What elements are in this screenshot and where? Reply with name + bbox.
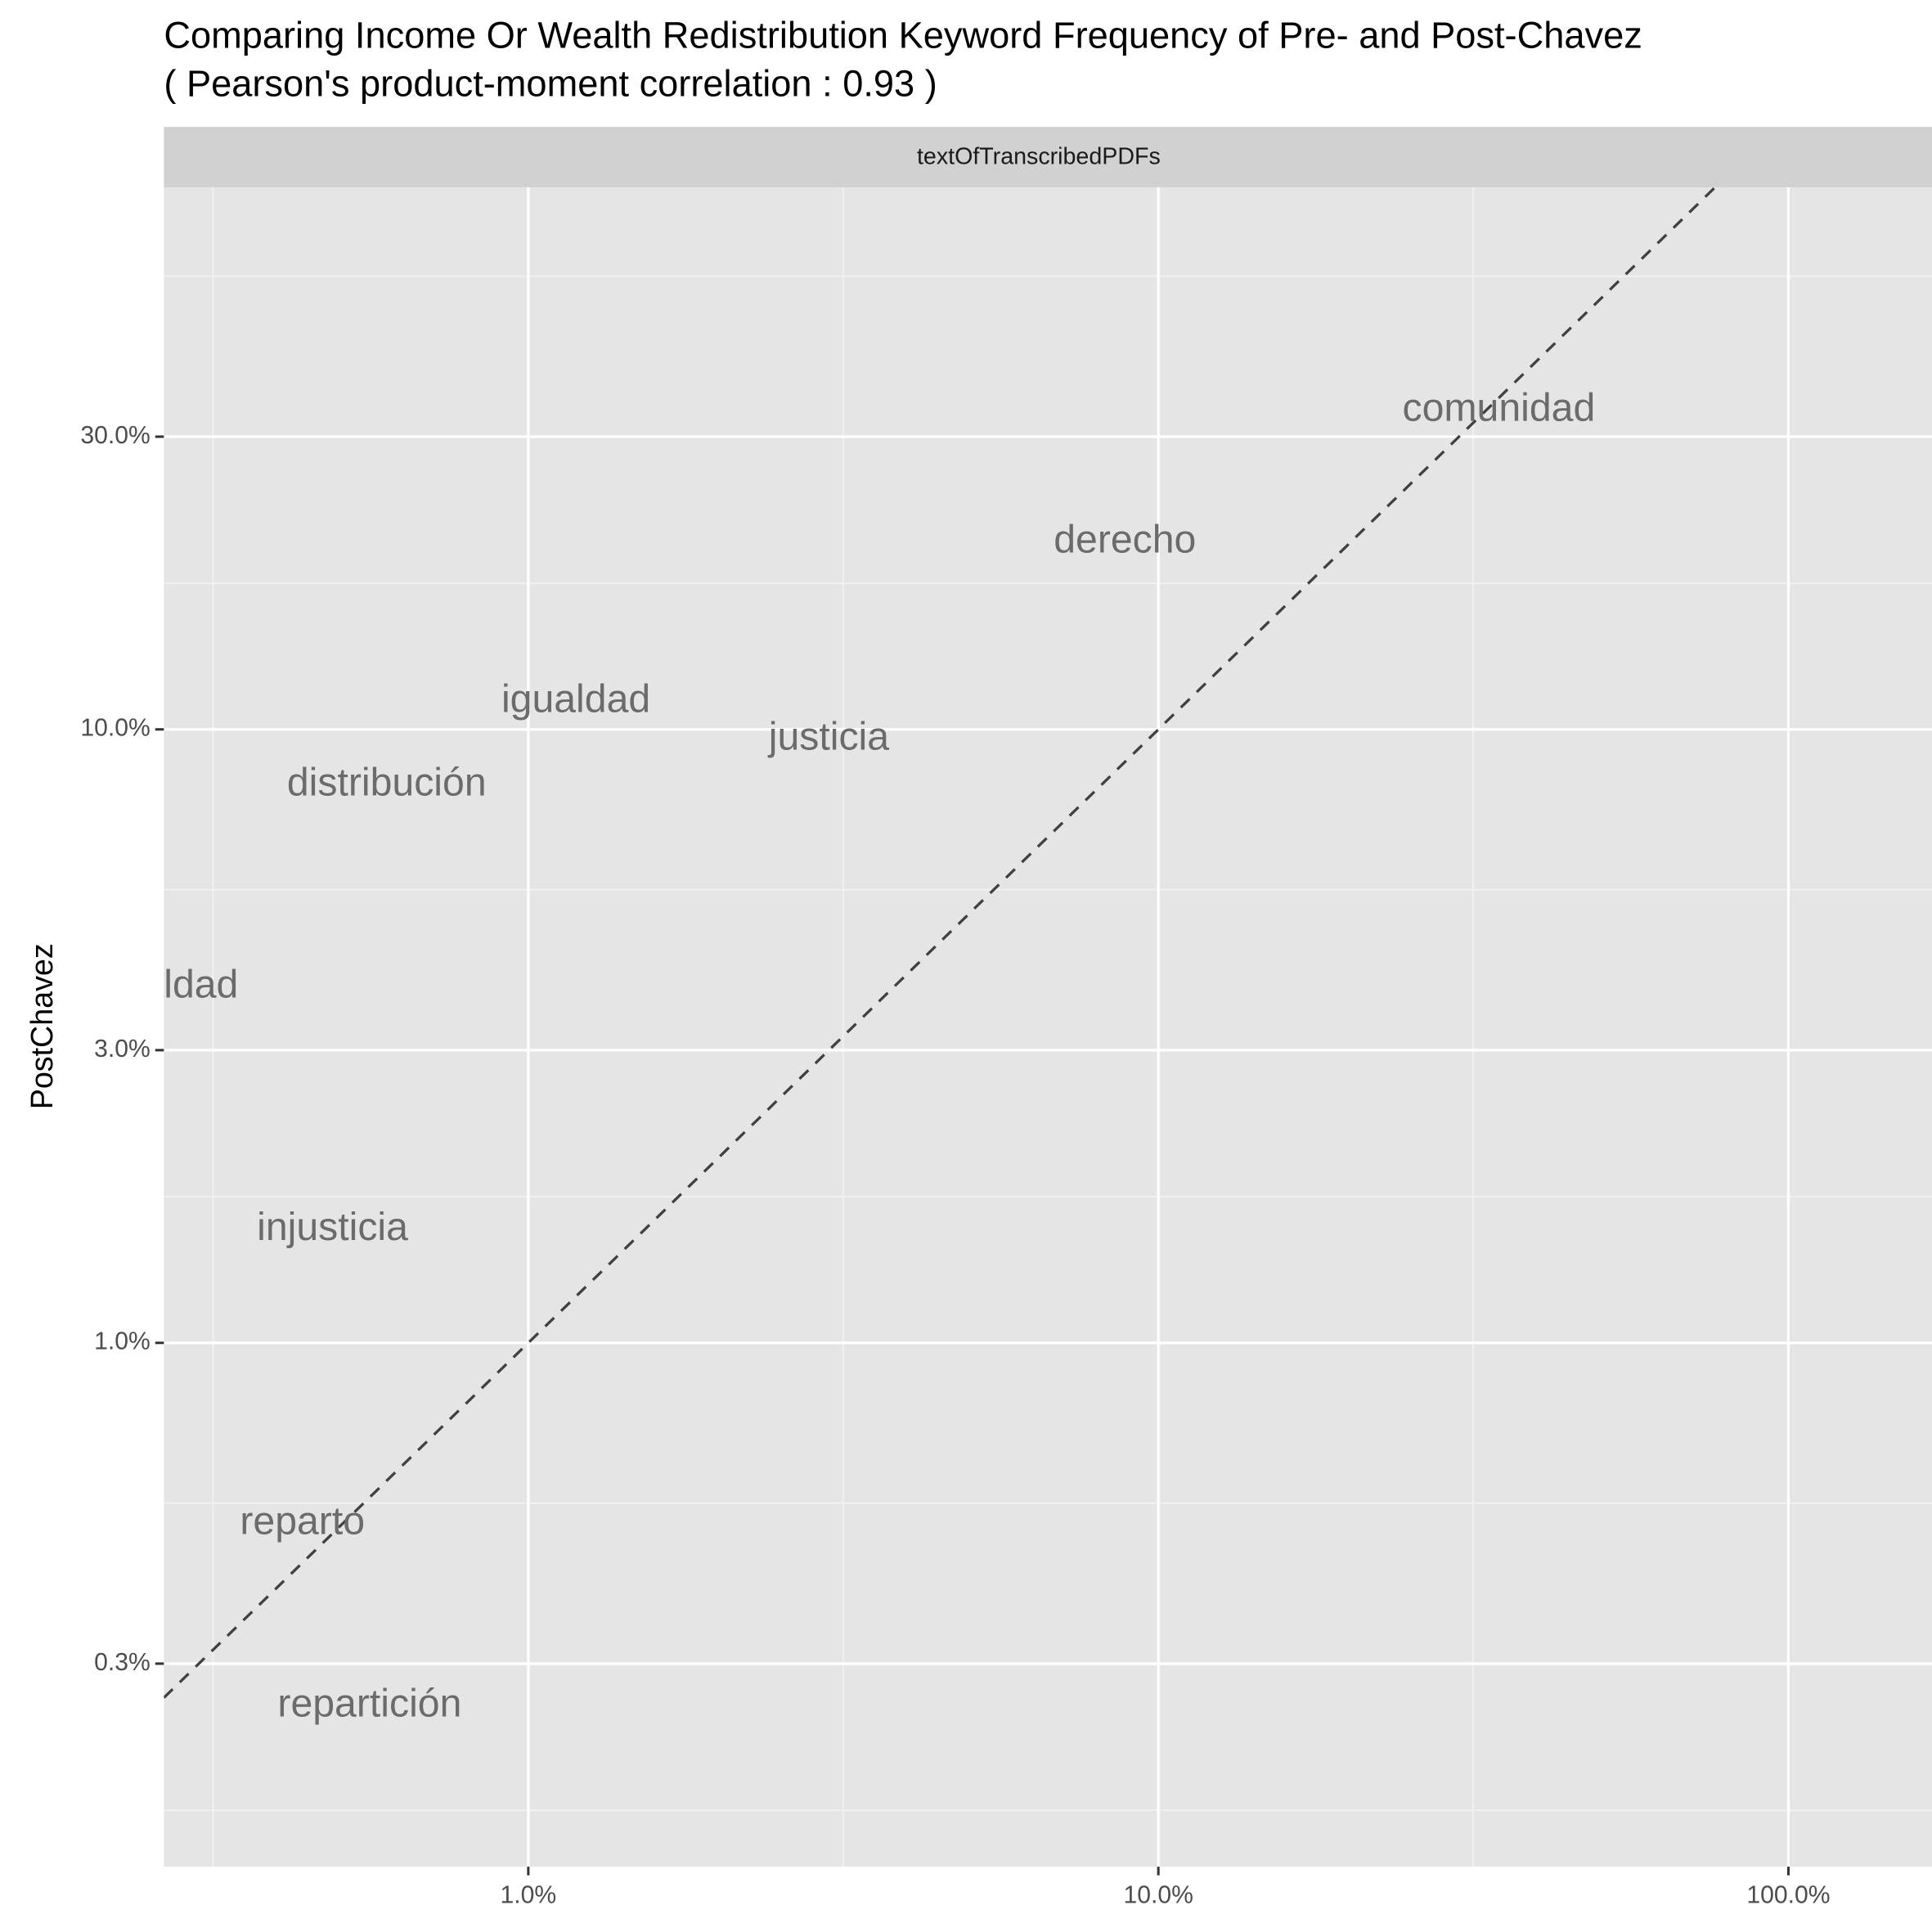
y-tick-label: 30.0% <box>80 422 150 449</box>
point-label: igualdad <box>501 676 650 721</box>
point-label: derecho <box>1054 517 1196 561</box>
facet-strip <box>164 127 1932 187</box>
point-label: desigualdad <box>25 963 238 1007</box>
y-tick-label: 10.0% <box>80 715 150 742</box>
point-label: comunidad <box>1403 386 1596 430</box>
chart-title: Comparing Income Or Wealth Redistributio… <box>164 15 1642 56</box>
x-tick-label: 100.0% <box>1746 1881 1830 1908</box>
point-label: reparto <box>240 1499 365 1543</box>
y-axis-title: PostChavez <box>25 943 59 1109</box>
chart-subtitle: ( Pearson's product-moment correlation :… <box>164 62 937 104</box>
y-tick-label: 1.0% <box>94 1328 151 1355</box>
panel <box>164 186 1932 1867</box>
point-label: justicia <box>767 714 889 758</box>
point-label: distribución <box>287 760 487 804</box>
reference-line <box>164 186 1718 1699</box>
y-tick-label: 0.3% <box>94 1649 151 1676</box>
point-label: repartición <box>277 1681 461 1725</box>
y-tick-label: 3.0% <box>94 1036 151 1063</box>
x-tick-label: 1.0% <box>501 1881 557 1908</box>
grid: 1.0% 10.0% 100.0% 0.3% 1.0% 3.0% 10.0% 30.0% <box>80 186 1932 1908</box>
facet-label: textOfTranscribedPDFs <box>917 143 1161 169</box>
x-tick-label: 10.0% <box>1123 1881 1193 1908</box>
point-label: injusticia <box>257 1205 408 1249</box>
marks: comunidad derecho igualdad justicia distribu… <box>25 186 1718 1725</box>
